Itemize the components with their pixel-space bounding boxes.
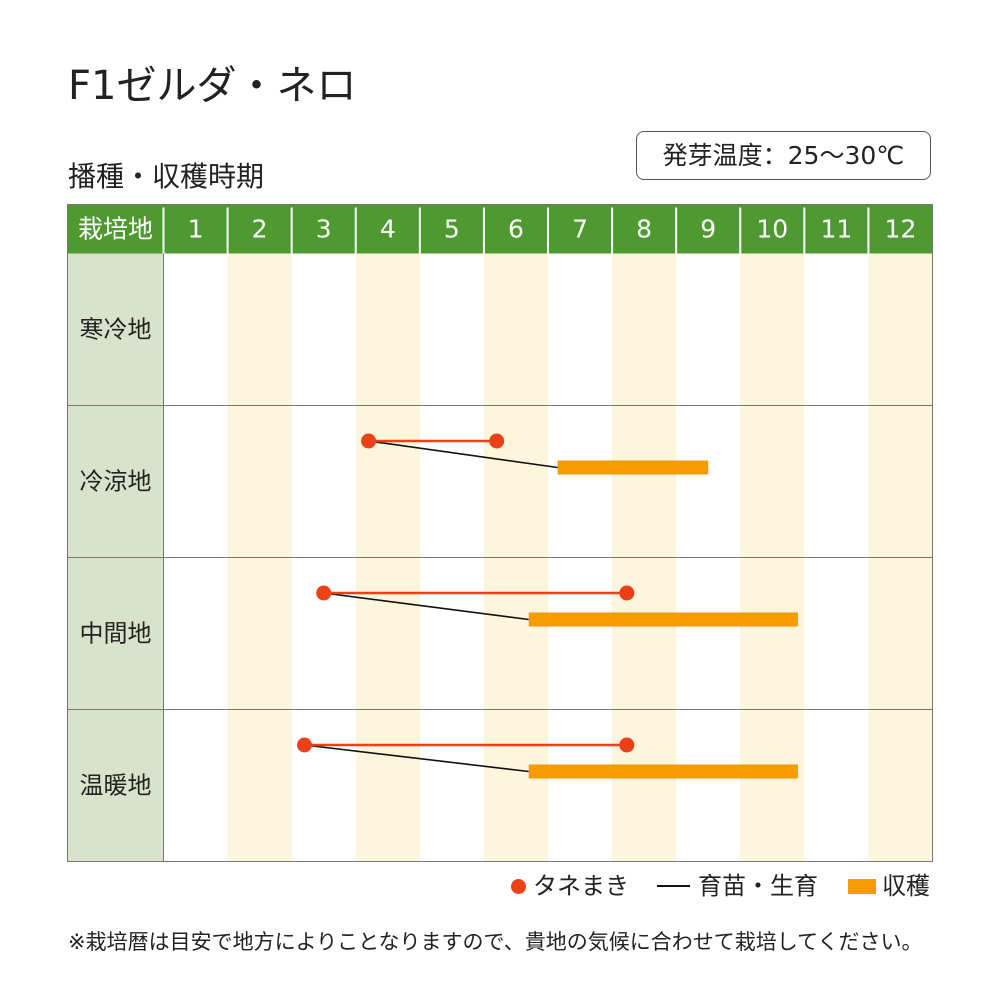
month-label: 12 bbox=[885, 215, 917, 244]
region-label: 冷涼地 bbox=[80, 468, 152, 496]
month-label: 9 bbox=[700, 215, 716, 244]
month-label: 5 bbox=[444, 215, 460, 244]
month-label: 2 bbox=[252, 215, 268, 244]
sowing-end-dot bbox=[489, 433, 505, 449]
month-label: 8 bbox=[636, 215, 652, 244]
sowing-start-dot bbox=[361, 433, 377, 449]
germination-temperature-badge: 発芽温度：25～30℃ bbox=[636, 131, 931, 180]
month-label: 11 bbox=[820, 215, 852, 244]
legend-growth-label: 育苗・生育 bbox=[698, 872, 818, 900]
region-label: 寒冷地 bbox=[80, 316, 152, 344]
cultivation-calendar: 栽培地 1 2 3 4 5 6 7 8 9 10 11 12 寒冷地 冷涼地 中間地 温暖地 bbox=[67, 204, 933, 862]
calendar-marks bbox=[296, 433, 798, 779]
legend-growth-line-icon bbox=[657, 885, 690, 887]
month-label: 6 bbox=[508, 215, 524, 244]
growth-line bbox=[304, 744, 529, 773]
header-row-background bbox=[67, 204, 933, 254]
legend-harvest-bar-icon bbox=[848, 879, 876, 894]
calendar-grid bbox=[67, 204, 933, 862]
germination-temperature-text: 発芽温度：25～30℃ bbox=[662, 140, 905, 170]
month-label: 10 bbox=[756, 215, 788, 244]
month-label: 1 bbox=[188, 215, 204, 244]
month-label: 7 bbox=[572, 215, 588, 244]
growth-line bbox=[323, 592, 529, 621]
sowing-end-dot bbox=[619, 585, 635, 601]
harvest-bar bbox=[528, 764, 798, 779]
legend-harvest-label: 収穫 bbox=[882, 872, 930, 900]
sowing-start-dot bbox=[316, 585, 332, 601]
harvest-bar bbox=[557, 460, 709, 475]
calendar-background bbox=[67, 204, 933, 862]
month-label: 3 bbox=[316, 215, 332, 244]
table-border bbox=[67, 204, 933, 862]
page-title: F1ゼルダ・ネロ bbox=[68, 63, 357, 109]
harvest-bar bbox=[528, 612, 798, 627]
sowing-start-dot bbox=[296, 737, 312, 753]
chart-title: 播種・収穫時期 bbox=[68, 160, 265, 193]
legend-sowing-label: タネまき bbox=[533, 872, 629, 900]
footnote: ※栽培暦は目安で地方によりことなりますので、貴地の気候に合わせて栽培してください… bbox=[68, 930, 923, 954]
growth-line bbox=[368, 440, 558, 469]
region-label: 温暖地 bbox=[80, 772, 152, 800]
legend-sowing-dot-icon bbox=[511, 879, 526, 894]
month-label: 4 bbox=[380, 215, 396, 244]
region-label: 中間地 bbox=[80, 620, 152, 648]
row-header-label: 栽培地 bbox=[78, 215, 153, 244]
sowing-end-dot bbox=[619, 737, 635, 753]
